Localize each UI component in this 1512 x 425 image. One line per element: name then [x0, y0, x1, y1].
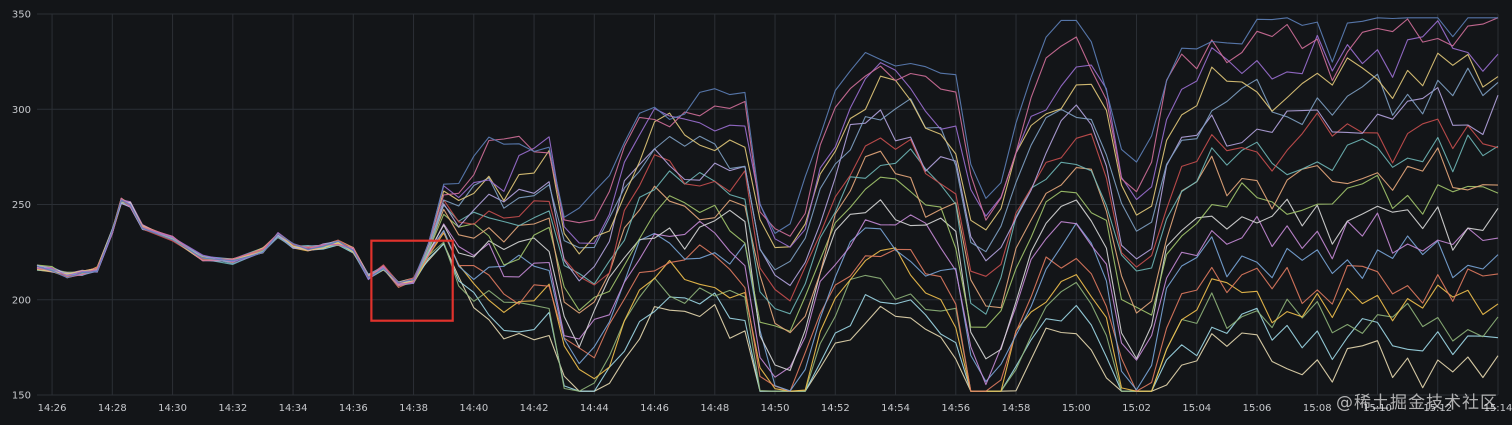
x-tick-label: 14:44	[580, 403, 609, 414]
x-tick-label: 14:36	[339, 403, 368, 414]
x-tick-label: 15:12	[1423, 403, 1452, 414]
y-axis: 150 200 250 300 350	[12, 10, 31, 402]
y-tick-label: 150	[12, 391, 31, 402]
x-tick-label: 15:14	[1484, 403, 1512, 414]
series-line	[36, 197, 1499, 392]
x-tick-label: 14:42	[520, 403, 549, 414]
y-tick-label: 350	[12, 10, 31, 21]
x-tick-label: 14:48	[700, 403, 729, 414]
x-tick-label: 14:28	[98, 403, 127, 414]
x-tick-label: 14:54	[881, 403, 910, 414]
series-group	[36, 17, 1499, 392]
series-line	[36, 17, 1498, 284]
x-tick-label: 14:38	[399, 403, 428, 414]
x-tick-label: 14:52	[821, 403, 850, 414]
x-tick-label: 15:02	[1122, 403, 1151, 414]
series-line	[36, 198, 1499, 392]
highlight-box	[370, 239, 454, 322]
grid-lines	[37, 13, 1499, 396]
x-axis: 14:26 14:28 14:30 14:32 14:34 14:36 14:38 14:40…	[38, 403, 1512, 414]
y-tick-label: 250	[12, 200, 31, 211]
x-tick-label: 15:08	[1303, 403, 1332, 414]
x-tick-label: 14:50	[761, 403, 790, 414]
watermark: @稀土掘金技术社区	[1336, 393, 1498, 413]
x-tick-label: 14:56	[941, 403, 970, 414]
series-line	[36, 87, 1499, 287]
x-tick-label: 15:00	[1062, 403, 1091, 414]
series-line	[36, 201, 1499, 392]
y-tick-label: 300	[12, 105, 31, 116]
series-line	[36, 17, 1499, 287]
series-line	[36, 201, 1499, 392]
x-tick-label: 14:58	[1002, 403, 1031, 414]
x-tick-label: 15:06	[1243, 403, 1272, 414]
y-tick-label: 200	[12, 295, 31, 306]
x-tick-label: 14:40	[459, 403, 488, 414]
x-tick-label: 14:46	[640, 403, 669, 414]
series-line	[36, 197, 1499, 392]
x-tick-label: 14:30	[158, 403, 187, 414]
series-line	[36, 20, 1499, 285]
series-line	[36, 147, 1499, 334]
series-line	[37, 198, 1499, 372]
x-tick-label: 14:32	[218, 403, 247, 414]
x-tick-label: 14:26	[38, 403, 67, 414]
x-tick-label: 15:04	[1182, 403, 1211, 414]
series-line	[36, 202, 1499, 392]
x-tick-label: 14:34	[279, 403, 308, 414]
x-tick-label: 15:10	[1363, 403, 1392, 414]
highlight-box-group	[370, 239, 454, 322]
